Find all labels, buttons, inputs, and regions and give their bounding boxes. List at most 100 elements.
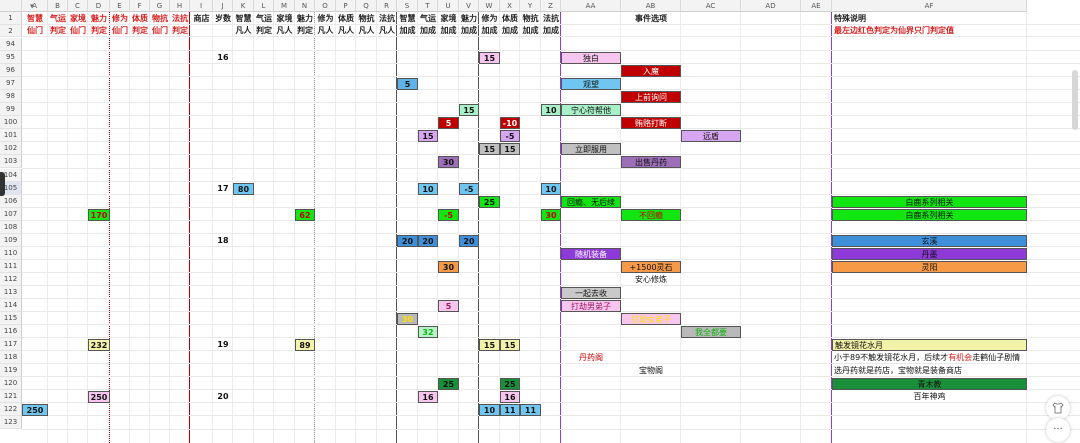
header-cell-c[interactable]: 仙门 [70, 26, 86, 35]
header-cell-y[interactable]: 物抗 [522, 14, 539, 23]
column-header-k[interactable]: K [233, 0, 254, 12]
cell-s-97[interactable]: 5 [397, 78, 418, 91]
column-header-r[interactable]: R [377, 0, 397, 12]
row-header[interactable]: 1 [0, 12, 22, 25]
row-header[interactable]: 122 [0, 403, 22, 417]
header-cell-h[interactable]: 法抗 [172, 14, 188, 23]
header-cell-p[interactable]: 体质 [338, 14, 354, 23]
column-header-aa[interactable]: AA [561, 0, 621, 12]
column-header-ae[interactable]: AE [801, 0, 832, 12]
header-cell-f[interactable]: 体质 [132, 14, 148, 23]
cell-af-111[interactable]: 灵阳 [832, 260, 1027, 273]
header-cell-l[interactable]: 气运 [256, 14, 272, 23]
cell-u-120[interactable]: 25 [438, 378, 459, 391]
cell-w-106[interactable]: 25 [479, 195, 500, 208]
column-header-z[interactable]: Z [541, 0, 561, 12]
header-cell-af[interactable]: 最左边红色判定为仙界只门判定值 [834, 26, 954, 35]
column-header-n[interactable]: N [295, 0, 315, 12]
cell-t-121[interactable]: 16 [418, 391, 438, 404]
cell-ab-119[interactable]: 宝物阁 [639, 366, 663, 376]
row-header[interactable]: 2 [0, 25, 22, 37]
column-header-ab[interactable]: AB [621, 0, 681, 12]
header-cell-m[interactable]: 家境 [276, 14, 293, 23]
row-header[interactable]: 121 [0, 390, 22, 404]
cell-u-100[interactable]: 5 [438, 117, 459, 130]
header-cell-w[interactable]: 加成 [481, 26, 498, 35]
cell-af-106[interactable]: 白鹿系列相关 [832, 195, 1027, 208]
cell-k-105[interactable]: 80 [233, 182, 254, 195]
header-cell-p[interactable]: 凡人 [338, 26, 354, 35]
column-header-d[interactable]: D [88, 0, 110, 12]
header-cell-x[interactable]: 体质 [502, 14, 518, 23]
header-cell-s[interactable]: 加成 [399, 26, 416, 35]
cell-af-119[interactable]: 选丹药就是药店，宝物就是装备商店 [834, 366, 962, 376]
header-cell-u[interactable]: 家境 [440, 14, 457, 23]
cell-j-105[interactable]: 17 [217, 183, 229, 193]
vertical-scrollbar[interactable] [1072, 70, 1078, 130]
column-header-y[interactable]: Y [520, 0, 541, 12]
cell-af-120[interactable]: 青木教 [832, 378, 1027, 391]
row-header[interactable]: 111 [0, 259, 22, 273]
header-cell-j[interactable]: 岁数 [215, 14, 231, 23]
row-header[interactable]: 105 [0, 181, 22, 195]
header-cell-q[interactable]: 凡人 [358, 26, 375, 35]
header-cell-s[interactable]: 智慧 [399, 14, 416, 23]
cell-n-107[interactable]: 62 [295, 208, 315, 221]
header-cell-v[interactable]: 加成 [461, 26, 477, 35]
header-cell-n[interactable]: 魅力 [297, 14, 313, 23]
header-cell-t[interactable]: 气运 [420, 14, 436, 23]
cell-af-117[interactable]: 触发镜花水月 [832, 339, 1027, 352]
header-cell-v[interactable]: 魅力 [461, 14, 477, 23]
row-header[interactable]: 118 [0, 351, 22, 365]
cell-z-105[interactable]: 10 [541, 182, 561, 195]
column-header-t[interactable]: T [418, 0, 438, 12]
more-button[interactable]: ··· [1046, 418, 1070, 442]
cell-u-114[interactable]: 5 [438, 300, 459, 313]
row-header[interactable]: 99 [0, 103, 22, 117]
cell-d-107[interactable]: 170 [88, 208, 110, 221]
header-cell-af[interactable]: 特殊说明 [834, 14, 866, 23]
header-cell-a[interactable]: 仙门 [27, 26, 43, 35]
cell-t-116[interactable]: 32 [418, 326, 438, 339]
cell-ac-101[interactable]: 远盾 [681, 130, 741, 143]
header-cell-d[interactable]: 判定 [91, 26, 107, 35]
column-header-u[interactable]: U [438, 0, 459, 12]
cell-af-110[interactable]: 丹墨 [832, 247, 1027, 260]
cell-n-117[interactable]: 89 [295, 339, 315, 352]
row-header[interactable]: 109 [0, 233, 22, 247]
header-cell-n[interactable]: 判定 [297, 26, 313, 35]
cell-aa-118[interactable]: 丹药阁 [579, 353, 603, 363]
header-cell-c[interactable]: 家境 [70, 14, 86, 23]
header-cell-z[interactable]: 加成 [543, 26, 559, 35]
header-cell-o[interactable]: 修为 [317, 14, 334, 23]
cell-aa-97[interactable]: 观望 [561, 78, 621, 91]
row-header[interactable]: 112 [0, 272, 22, 286]
row-header[interactable]: 108 [0, 220, 22, 234]
cell-x-122[interactable]: 11 [500, 404, 520, 417]
row-header[interactable]: 120 [0, 377, 22, 391]
column-header-p[interactable]: P [336, 0, 356, 12]
column-header-e[interactable]: E [110, 0, 130, 12]
cell-x-121[interactable]: 16 [500, 391, 520, 404]
cell-ac-116[interactable]: 我全都要 [681, 326, 741, 339]
column-header-ac[interactable]: AC [681, 0, 741, 12]
row-header[interactable]: 119 [0, 364, 22, 378]
column-header-w[interactable]: W [479, 0, 500, 12]
shirt-icon[interactable] [1046, 396, 1070, 420]
header-cell-l[interactable]: 判定 [256, 26, 272, 35]
cell-j-117[interactable]: 19 [217, 340, 229, 350]
cell-ab-111[interactable]: +1500灵石 [621, 260, 681, 273]
cell-x-100[interactable]: -10 [500, 117, 520, 130]
side-panel-handle[interactable] [0, 172, 5, 196]
cell-v-99[interactable]: 15 [459, 104, 479, 117]
header-cell-g[interactable]: 物抗 [152, 14, 168, 23]
cell-j-121[interactable]: 20 [217, 392, 229, 402]
column-header-f[interactable]: F [130, 0, 150, 12]
cell-w-95[interactable]: 15 [479, 52, 500, 65]
column-header-b[interactable]: B [48, 0, 68, 12]
row-header[interactable]: 103 [0, 155, 22, 169]
cell-t-101[interactable]: 15 [418, 130, 438, 143]
column-header-o[interactable]: O [315, 0, 336, 12]
column-header-i[interactable]: I [190, 0, 213, 12]
cell-ab-100[interactable]: 贿赂打断 [621, 117, 681, 130]
